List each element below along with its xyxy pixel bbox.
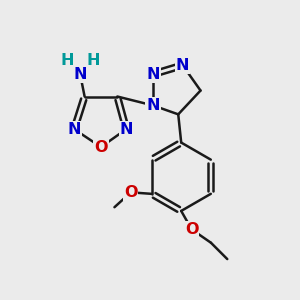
- Text: O: O: [185, 222, 198, 237]
- Text: H: H: [60, 53, 74, 68]
- Text: N: N: [146, 98, 160, 113]
- Text: N: N: [119, 122, 133, 137]
- Text: N: N: [176, 58, 189, 73]
- Text: N: N: [68, 122, 81, 137]
- Text: O: O: [94, 140, 108, 154]
- Text: N: N: [146, 67, 160, 82]
- Text: O: O: [124, 185, 138, 200]
- Text: H: H: [87, 53, 100, 68]
- Text: N: N: [74, 67, 87, 82]
